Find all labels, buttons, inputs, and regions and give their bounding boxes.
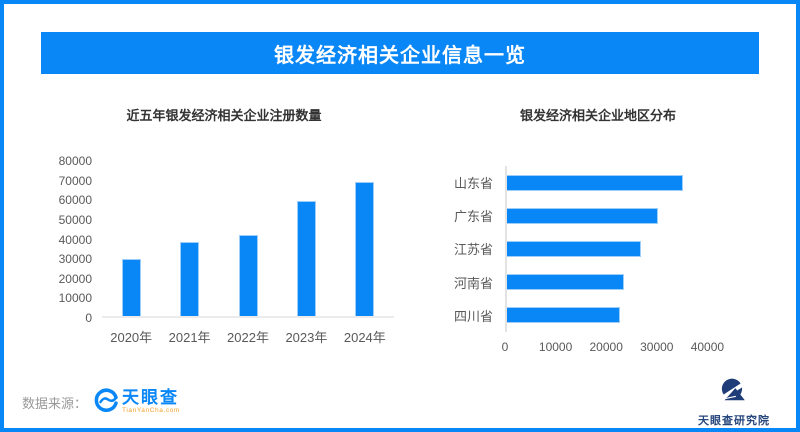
x-tick-label: 30000 [640, 340, 674, 354]
bar-slot [160, 161, 218, 316]
y-axis: 0 10000 20000 30000 40000 50000 60000 70000 8000… [54, 154, 102, 325]
y-tick-label: 10000 [58, 291, 92, 306]
chart-title-regions: 银发经济相关企业地区分布 [519, 108, 676, 123]
bar-河南省 [507, 274, 624, 291]
bar-2022年 [238, 234, 258, 316]
page-title: 银发经济相关企业信息一览 [274, 44, 526, 67]
x-category-label: 2024年 [343, 330, 386, 345]
institute-logo-block: 天眼查研究院 [698, 378, 770, 428]
category-label: 江苏省 [453, 242, 493, 258]
bar-slot [336, 161, 394, 316]
bar-slot [219, 161, 277, 316]
institute-name: 天眼查研究院 [698, 415, 770, 427]
bar-广东省 [507, 207, 658, 224]
bar-2020年 [121, 258, 141, 316]
x-category-label: 2020年 [110, 330, 153, 345]
y-tick-label: 50000 [58, 212, 92, 227]
bar-slot [102, 161, 160, 316]
y-tick-label: 0 [85, 311, 92, 325]
x-category-label: 2023年 [285, 330, 328, 345]
vchart-plot-area: 0 10000 20000 30000 40000 50000 60000 70000 8000… [54, 154, 394, 325]
tianyancha-name: 天眼查 [122, 388, 180, 408]
y-tick-label: 40000 [58, 232, 92, 247]
bar-2024年 [355, 182, 375, 316]
registration-count-chart: 近五年银发经济相关企业注册数量 0 10000 20000 30000 40000 500… [54, 108, 394, 346]
region-distribution-chart: 银发经济相关企业地区分布 山东省广东省江苏省河南省四川省 0 10000 20000… [438, 108, 758, 355]
bar-2021年 [180, 242, 200, 316]
x-axis-labels: 2020年 2021年 2022年 2023年 2024年 [102, 327, 394, 346]
category-label: 山东省 [453, 176, 493, 192]
data-source-label: 数据来源： [22, 395, 88, 411]
y-tick-label: 80000 [58, 154, 92, 168]
tianyancha-wordmark: 天眼查 TianYanCha.com [122, 389, 180, 415]
bar-2023年 [296, 200, 316, 316]
institute-mountain-icon [714, 378, 750, 410]
hchart-plot-area: 山东省广东省江苏省河南省四川省 [438, 166, 758, 332]
bar-江苏省 [507, 240, 642, 257]
x-tick-label: 20000 [589, 340, 623, 354]
bar-山东省 [507, 174, 683, 191]
data-source: 数据来源： 天眼查 TianYanCha.com [22, 388, 180, 416]
tianyancha-logo: 天眼查 TianYanCha.com [94, 388, 180, 417]
category-label: 广东省 [453, 209, 493, 225]
bar-slot [277, 161, 335, 316]
category-axis-labels: 山东省广东省江苏省河南省四川省 [438, 166, 505, 332]
bar-plot [102, 161, 394, 318]
y-tick-label: 70000 [58, 173, 92, 188]
x-axis-ticks: 0 10000 20000 30000 40000 [501, 340, 758, 355]
x-category-label: 2021年 [168, 330, 211, 345]
x-tick-label: 10000 [538, 340, 573, 354]
category-label: 四川省 [453, 308, 493, 324]
tianyancha-domain: TianYanCha.com [122, 407, 180, 415]
bar-plot [505, 166, 758, 332]
x-tick-label: 0 [501, 340, 509, 354]
x-category-label: 2022年 [227, 330, 269, 345]
y-tick-label: 60000 [58, 193, 92, 208]
tianyancha-eye-icon [94, 388, 118, 417]
y-tick-label: 30000 [58, 252, 92, 267]
page-title-banner: 银发经济相关企业信息一览 [41, 32, 759, 74]
category-label: 河南省 [453, 275, 493, 291]
chart-title-registrations: 近五年银发经济相关企业注册数量 [126, 108, 322, 123]
bar-四川省 [507, 307, 620, 324]
x-tick-label: 40000 [690, 340, 725, 354]
y-tick-label: 20000 [58, 271, 92, 286]
